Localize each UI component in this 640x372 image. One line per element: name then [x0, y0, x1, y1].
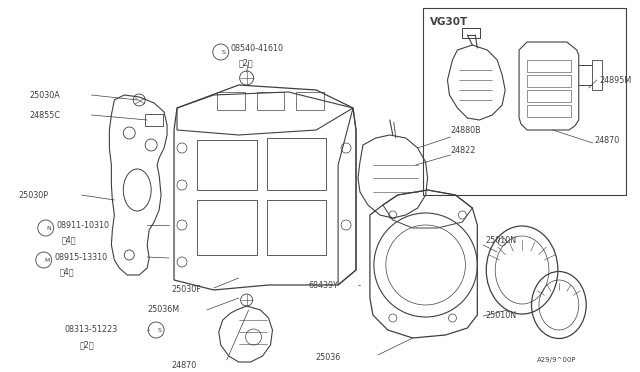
- Bar: [527, 75, 571, 87]
- Text: （2）: （2）: [239, 58, 253, 67]
- Text: 24870: 24870: [172, 360, 196, 369]
- Bar: [296, 92, 324, 110]
- Text: 24880B: 24880B: [451, 125, 481, 135]
- Text: 24822: 24822: [451, 145, 476, 154]
- Text: 25010N: 25010N: [485, 311, 516, 321]
- Text: 08313-51223: 08313-51223: [65, 326, 118, 334]
- Text: 25030P: 25030P: [18, 190, 48, 199]
- Bar: [145, 114, 163, 126]
- Text: 25030A: 25030A: [30, 90, 61, 99]
- Text: 25010N: 25010N: [485, 235, 516, 244]
- Text: 〈4）: 〈4）: [60, 267, 74, 276]
- Text: 24895M: 24895M: [600, 76, 632, 84]
- Text: 08540-41610: 08540-41610: [230, 44, 284, 52]
- Text: 25036M: 25036M: [147, 305, 179, 314]
- Text: 〈4）: 〈4）: [61, 235, 76, 244]
- Text: S: S: [222, 49, 226, 55]
- Text: 68439Y: 68439Y: [308, 280, 338, 289]
- Text: A29/9^00P: A29/9^00P: [537, 357, 577, 363]
- Bar: [266, 138, 326, 190]
- Text: 24870: 24870: [595, 135, 620, 144]
- Bar: [591, 60, 602, 90]
- Text: 08911-10310: 08911-10310: [57, 221, 109, 230]
- Text: （2）: （2）: [79, 340, 94, 350]
- Bar: [527, 60, 571, 72]
- Bar: [197, 200, 257, 255]
- Bar: [463, 28, 480, 38]
- Text: N: N: [46, 225, 51, 231]
- Bar: [527, 105, 571, 117]
- Text: 25030F: 25030F: [171, 285, 201, 295]
- Text: 08915-13310: 08915-13310: [54, 253, 108, 262]
- Bar: [257, 92, 284, 110]
- Bar: [527, 90, 571, 102]
- Bar: [217, 92, 244, 110]
- Text: S: S: [157, 327, 161, 333]
- Text: 24855C: 24855C: [30, 110, 61, 119]
- Text: VG30T: VG30T: [429, 17, 468, 27]
- Text: 25036: 25036: [316, 353, 340, 362]
- Bar: [266, 200, 326, 255]
- Text: M: M: [44, 257, 49, 263]
- Bar: [197, 140, 257, 190]
